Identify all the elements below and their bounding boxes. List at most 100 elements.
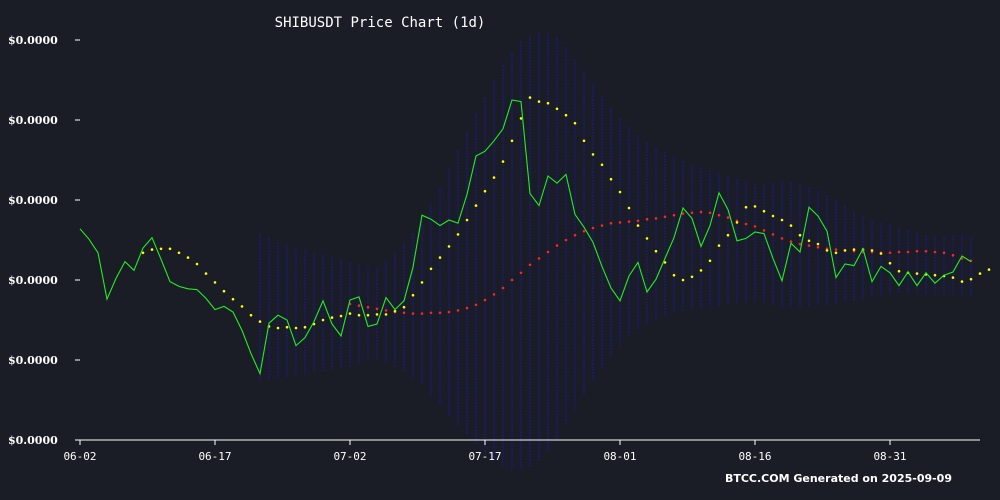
ma-short-point: [807, 239, 811, 243]
x-tick-label: 08-16: [738, 450, 771, 463]
ma-short-point: [546, 101, 550, 105]
ma-long-point: [915, 249, 919, 253]
ma-short-point: [204, 272, 208, 275]
ma-short-point: [348, 312, 352, 315]
ma-short-point: [240, 305, 244, 308]
ma-short-point: [213, 281, 217, 284]
ma-short-point: [573, 121, 577, 125]
ma-short-point: [762, 209, 766, 213]
ma-long-point: [906, 250, 910, 254]
ma-long-point: [366, 305, 370, 309]
ma-long-point: [618, 221, 622, 224]
y-tick-label: $0.0000: [8, 114, 58, 127]
ma-long-point: [807, 244, 811, 247]
ma-long-point: [636, 219, 640, 223]
ma-long-point: [888, 251, 892, 255]
ma-short-point: [321, 318, 325, 322]
ma-short-point: [618, 190, 622, 194]
ma-short-point: [960, 280, 964, 283]
ma-short-point: [456, 233, 460, 236]
ma-short-point: [357, 313, 361, 317]
ma-short-point: [231, 297, 235, 301]
ma-short-point: [915, 272, 919, 275]
ma-long-point: [663, 215, 667, 219]
ma-short-point: [294, 326, 298, 330]
ma-long-point: [411, 312, 415, 315]
ma-short-point: [978, 272, 982, 275]
ma-short-point: [303, 325, 307, 329]
ma-short-point: [645, 237, 649, 240]
ma-short-point: [816, 242, 820, 246]
x-tick-label: 07-17: [468, 450, 501, 463]
y-tick-label: $0.0000: [8, 354, 58, 367]
ma-short-point: [222, 289, 226, 293]
ma-short-point: [438, 256, 442, 259]
ma-short-point: [744, 205, 748, 209]
ma-long-series: [348, 210, 973, 315]
ma-long-point: [834, 248, 838, 251]
ma-short-point: [825, 249, 829, 252]
ma-short-point: [195, 262, 199, 266]
ma-long-point: [609, 221, 613, 225]
ma-short-point: [753, 205, 757, 208]
ma-short-point: [330, 316, 334, 319]
ma-long-point: [762, 229, 766, 232]
ma-long-point: [555, 244, 559, 247]
ma-short-point: [789, 224, 793, 227]
ma-short-point: [285, 325, 289, 329]
ma-short-point: [474, 204, 478, 207]
ma-short-point: [699, 269, 703, 272]
ma-long-point: [726, 216, 730, 219]
ma-short-point: [771, 214, 775, 218]
ma-short-point: [375, 313, 379, 316]
ma-short-point: [402, 305, 406, 309]
ma-long-point: [465, 306, 469, 310]
ma-long-point: [690, 211, 694, 215]
ma-short-point: [951, 276, 955, 279]
ma-long-point: [438, 311, 442, 315]
ma-long-point: [510, 278, 514, 282]
ma-long-point: [537, 257, 541, 260]
ma-short-point: [708, 259, 712, 263]
ma-short-point: [735, 221, 739, 224]
ma-short-point: [654, 249, 658, 253]
ma-short-point: [870, 249, 874, 252]
ma-long-point: [708, 211, 712, 215]
ma-long-point: [528, 263, 532, 267]
ma-long-point: [546, 250, 550, 254]
x-tick-label: 07-02: [333, 450, 366, 463]
x-tick-label: 08-01: [603, 450, 636, 463]
y-tick-label: $0.0000: [8, 34, 58, 47]
ma-short-point: [609, 177, 613, 181]
ma-short-point: [663, 261, 667, 264]
ma-long-point: [924, 249, 928, 253]
ma-short-point: [168, 247, 172, 251]
ma-long-point: [753, 225, 757, 228]
ma-long-point: [645, 217, 649, 221]
ma-long-point: [492, 293, 496, 296]
ma-short-point: [600, 163, 604, 167]
ma-short-point: [681, 278, 685, 282]
ma-short-point: [510, 139, 514, 143]
ma-long-point: [501, 286, 505, 290]
ma-short-point: [420, 281, 424, 284]
ma-short-point: [798, 233, 802, 237]
ma-short-point: [150, 248, 154, 251]
ma-short-point: [366, 313, 370, 317]
ma-short-point: [582, 139, 586, 143]
ma-short-point: [276, 326, 280, 330]
y-axis-ticks: $0.0000 $0.0000 $0.0000 $0.0000 $0.0000 $0.00…: [8, 34, 80, 447]
ma-short-point: [384, 313, 388, 316]
price-line: [79, 99, 972, 376]
ma-long-point: [897, 250, 901, 254]
ma-long-point: [744, 222, 748, 226]
ma-long-point: [591, 226, 595, 230]
ma-long-point: [384, 309, 388, 312]
ma-short-point: [690, 275, 694, 279]
ma-short-point: [780, 218, 784, 222]
ma-short-point: [852, 248, 856, 251]
ma-short-point: [636, 224, 640, 227]
ma-short-point: [888, 261, 892, 265]
ma-long-point: [447, 310, 451, 314]
